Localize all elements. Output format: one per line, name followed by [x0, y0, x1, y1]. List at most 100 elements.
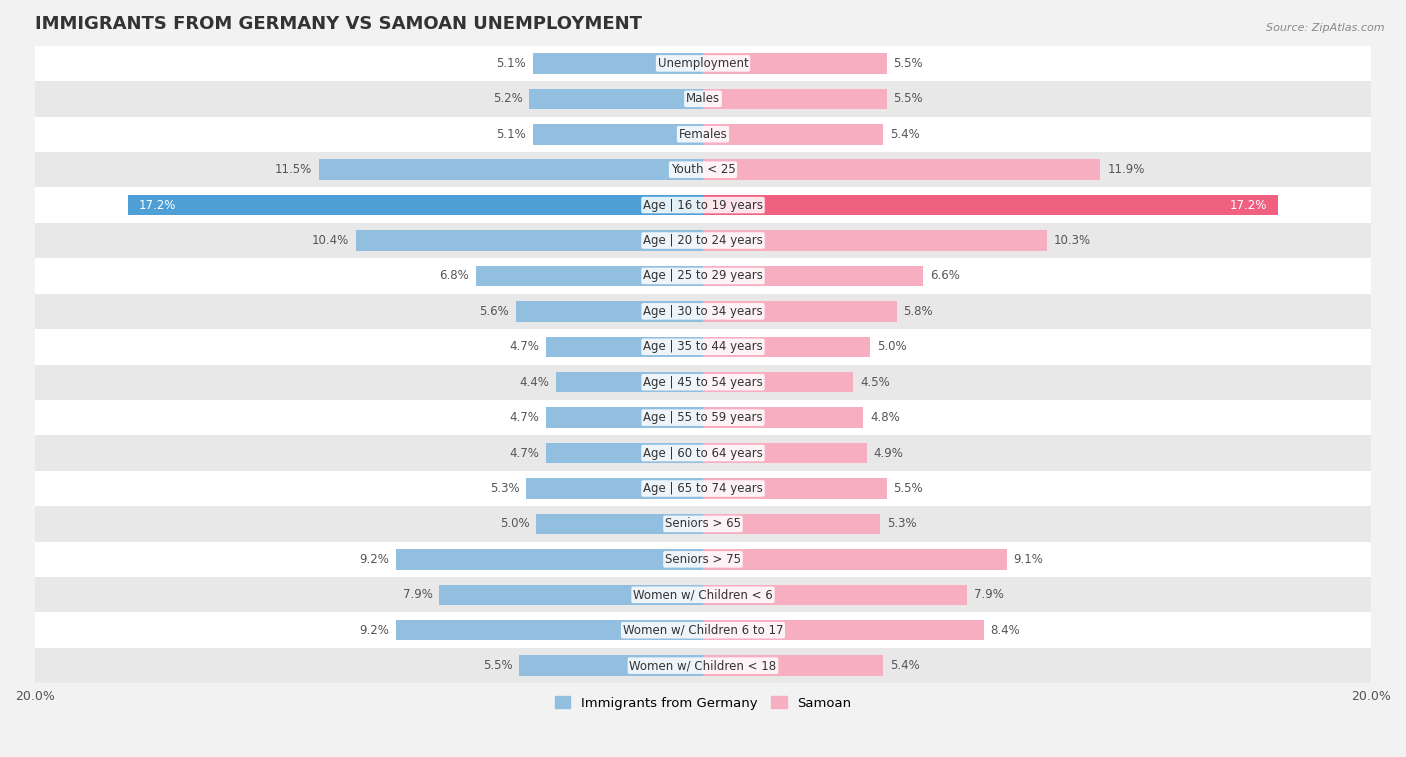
Text: 7.9%: 7.9%: [402, 588, 433, 601]
Text: 4.7%: 4.7%: [509, 341, 540, 354]
Bar: [703, 372, 853, 392]
Text: 5.5%: 5.5%: [484, 659, 513, 672]
Bar: [703, 266, 924, 286]
Bar: [703, 478, 887, 499]
Bar: [546, 407, 703, 428]
Bar: [536, 514, 703, 534]
Bar: [319, 160, 703, 180]
Bar: [35, 329, 1371, 365]
Text: 9.1%: 9.1%: [1014, 553, 1043, 565]
Bar: [533, 53, 703, 73]
Text: 9.2%: 9.2%: [359, 553, 389, 565]
Text: 10.4%: 10.4%: [312, 234, 349, 247]
Bar: [516, 301, 703, 322]
Text: 5.4%: 5.4%: [890, 659, 920, 672]
Text: 5.1%: 5.1%: [496, 128, 526, 141]
Bar: [356, 230, 703, 251]
Bar: [703, 124, 883, 145]
Text: Age | 35 to 44 years: Age | 35 to 44 years: [643, 341, 763, 354]
Text: 4.8%: 4.8%: [870, 411, 900, 424]
Bar: [703, 160, 1101, 180]
Text: Males: Males: [686, 92, 720, 105]
Text: 4.9%: 4.9%: [873, 447, 903, 459]
Text: 17.2%: 17.2%: [1230, 198, 1268, 212]
Text: 8.4%: 8.4%: [990, 624, 1019, 637]
Bar: [703, 549, 1007, 569]
Bar: [35, 188, 1371, 223]
Text: 5.5%: 5.5%: [893, 482, 922, 495]
Text: 4.5%: 4.5%: [860, 375, 890, 388]
Text: Youth < 25: Youth < 25: [671, 164, 735, 176]
Text: Seniors > 75: Seniors > 75: [665, 553, 741, 565]
Bar: [35, 117, 1371, 152]
Text: 7.9%: 7.9%: [973, 588, 1004, 601]
Text: 5.6%: 5.6%: [479, 305, 509, 318]
Bar: [703, 230, 1047, 251]
Text: IMMIGRANTS FROM GERMANY VS SAMOAN UNEMPLOYMENT: IMMIGRANTS FROM GERMANY VS SAMOAN UNEMPL…: [35, 15, 643, 33]
Bar: [519, 656, 703, 676]
Bar: [35, 648, 1371, 684]
Bar: [546, 337, 703, 357]
Text: 11.9%: 11.9%: [1107, 164, 1144, 176]
Bar: [35, 294, 1371, 329]
Text: 6.6%: 6.6%: [931, 269, 960, 282]
Bar: [395, 620, 703, 640]
Bar: [475, 266, 703, 286]
Text: Age | 16 to 19 years: Age | 16 to 19 years: [643, 198, 763, 212]
Text: Women w/ Children < 18: Women w/ Children < 18: [630, 659, 776, 672]
Bar: [35, 152, 1371, 188]
Bar: [546, 443, 703, 463]
Text: Age | 60 to 64 years: Age | 60 to 64 years: [643, 447, 763, 459]
Text: 5.2%: 5.2%: [494, 92, 523, 105]
Bar: [533, 124, 703, 145]
Bar: [35, 506, 1371, 542]
Bar: [35, 258, 1371, 294]
Text: Seniors > 65: Seniors > 65: [665, 518, 741, 531]
Bar: [35, 223, 1371, 258]
Bar: [703, 195, 1278, 215]
Bar: [703, 584, 967, 605]
Text: Females: Females: [679, 128, 727, 141]
Text: Age | 45 to 54 years: Age | 45 to 54 years: [643, 375, 763, 388]
Text: Age | 55 to 59 years: Age | 55 to 59 years: [643, 411, 763, 424]
Text: 6.8%: 6.8%: [440, 269, 470, 282]
Text: Source: ZipAtlas.com: Source: ZipAtlas.com: [1267, 23, 1385, 33]
Legend: Immigrants from Germany, Samoan: Immigrants from Germany, Samoan: [550, 691, 856, 715]
Text: 4.7%: 4.7%: [509, 447, 540, 459]
Text: Age | 25 to 29 years: Age | 25 to 29 years: [643, 269, 763, 282]
Text: 9.2%: 9.2%: [359, 624, 389, 637]
Bar: [395, 549, 703, 569]
Bar: [703, 620, 984, 640]
Text: 5.1%: 5.1%: [496, 57, 526, 70]
Bar: [555, 372, 703, 392]
Text: Unemployment: Unemployment: [658, 57, 748, 70]
Bar: [703, 407, 863, 428]
Text: Women w/ Children 6 to 17: Women w/ Children 6 to 17: [623, 624, 783, 637]
Bar: [526, 478, 703, 499]
Bar: [35, 365, 1371, 400]
Bar: [703, 514, 880, 534]
Bar: [529, 89, 703, 109]
Text: 11.5%: 11.5%: [276, 164, 312, 176]
Text: 5.3%: 5.3%: [887, 518, 917, 531]
Bar: [128, 195, 703, 215]
Bar: [35, 45, 1371, 81]
Text: 5.4%: 5.4%: [890, 128, 920, 141]
Bar: [703, 301, 897, 322]
Bar: [35, 471, 1371, 506]
Bar: [35, 577, 1371, 612]
Text: 5.5%: 5.5%: [893, 57, 922, 70]
Text: 5.0%: 5.0%: [877, 341, 907, 354]
Bar: [439, 584, 703, 605]
Bar: [703, 89, 887, 109]
Bar: [703, 656, 883, 676]
Text: Age | 30 to 34 years: Age | 30 to 34 years: [643, 305, 763, 318]
Text: 4.4%: 4.4%: [519, 375, 550, 388]
Bar: [703, 443, 866, 463]
Bar: [703, 337, 870, 357]
Bar: [35, 612, 1371, 648]
Bar: [35, 400, 1371, 435]
Bar: [703, 53, 887, 73]
Bar: [35, 435, 1371, 471]
Bar: [35, 81, 1371, 117]
